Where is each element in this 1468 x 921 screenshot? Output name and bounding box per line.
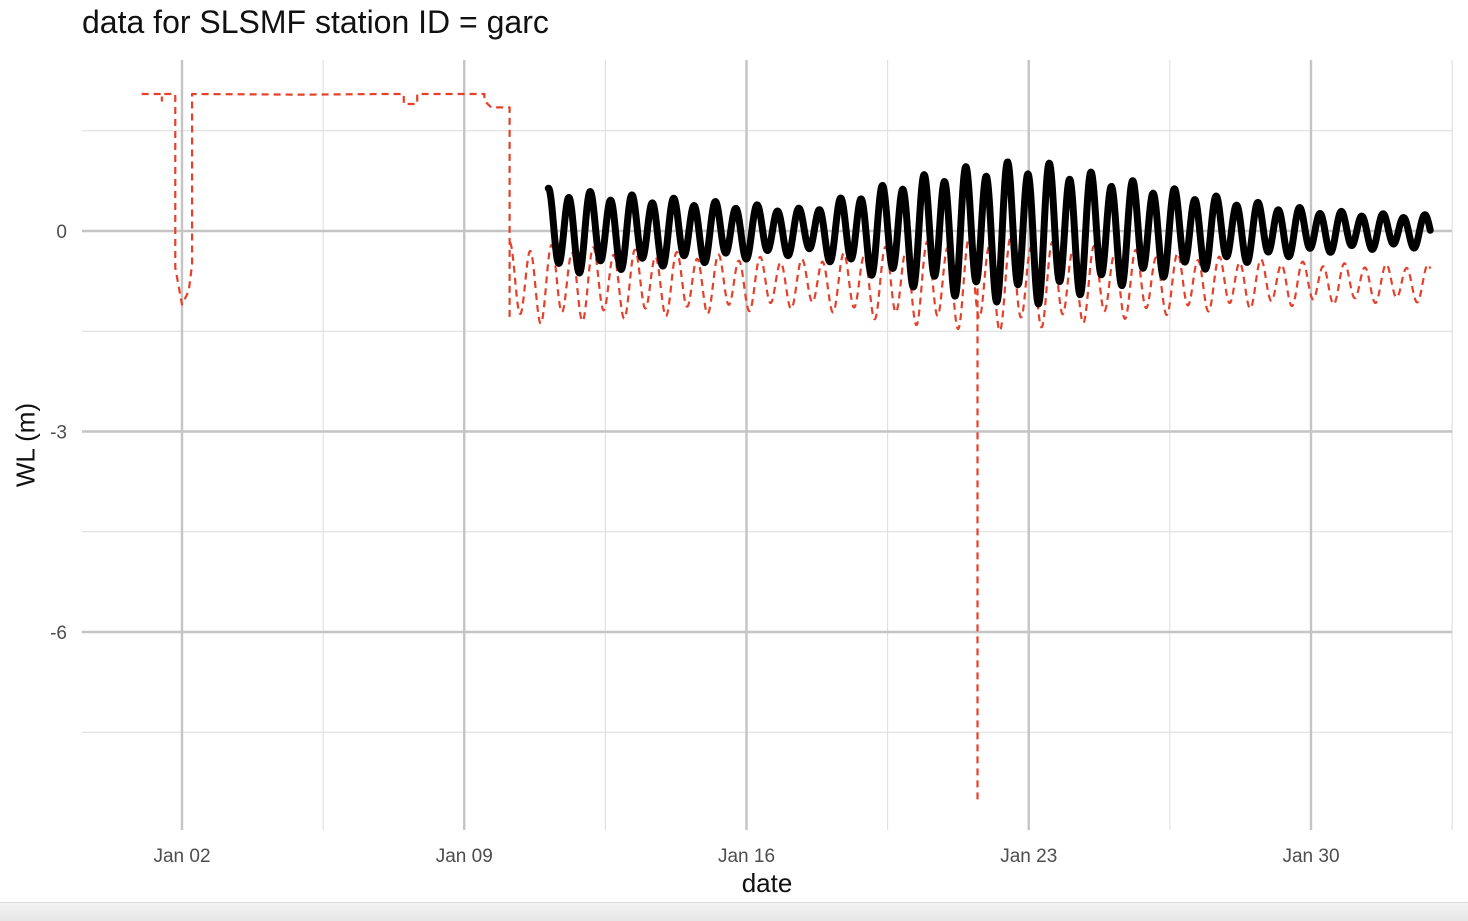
series-dashed-red-points [141, 92, 511, 322]
y-tick-label: -3 [50, 423, 67, 444]
x-tick-label: Jan 02 [153, 846, 210, 867]
major-gridlines [82, 60, 1452, 830]
chart-title: data for SLSMF station ID = garc [82, 4, 549, 40]
x-tick-label: Jan 30 [1282, 846, 1339, 867]
window-bottom-edge [0, 902, 1468, 921]
tick-labels: Jan 02 Jan 09 Jan 16 Jan 23 Jan 30 0 -3 -6 [50, 222, 1339, 867]
series-solid-black-tidal [544, 158, 1434, 308]
x-tick-label: Jan 09 [436, 846, 493, 867]
series-layer [141, 92, 1434, 803]
x-tick-label: Jan 16 [718, 846, 775, 867]
x-axis-label: date [741, 868, 793, 898]
minor-gridlines [82, 60, 1453, 830]
y-axis-label: WL (m) [10, 402, 41, 488]
y-tick-label: -6 [50, 623, 67, 644]
y-tick-label: 0 [56, 222, 67, 243]
x-tick-label: Jan 23 [1000, 846, 1057, 867]
